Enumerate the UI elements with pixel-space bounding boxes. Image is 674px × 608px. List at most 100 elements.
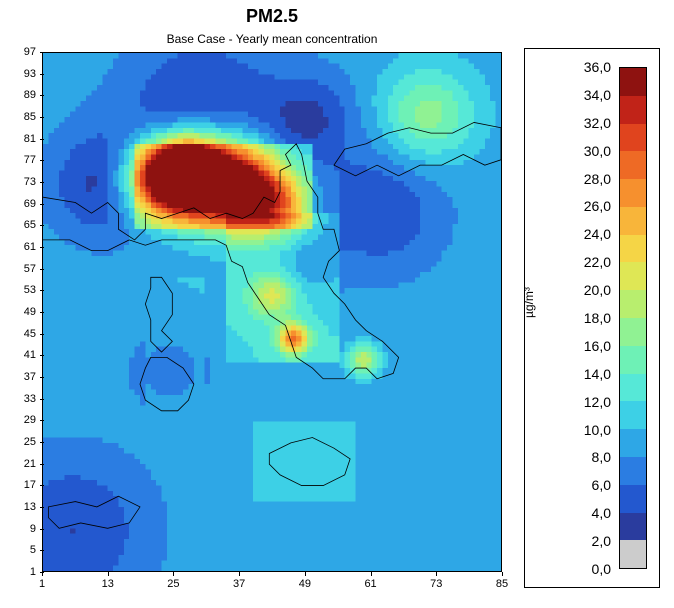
colorbar-tick-label: 18,0 <box>584 310 611 326</box>
y-tick-mark <box>40 52 44 53</box>
x-tick-label: 85 <box>496 578 508 590</box>
colorbar-swatch <box>620 401 646 429</box>
y-tick-label: 5 <box>30 544 36 556</box>
y-tick-label: 37 <box>24 371 36 383</box>
colorbar-tick-label: 26,0 <box>584 198 611 214</box>
colorbar-tick-label: 12,0 <box>584 394 611 410</box>
x-tick-label: 61 <box>364 578 376 590</box>
chart-title: PM2.5 <box>42 6 502 27</box>
y-tick-label: 49 <box>24 306 36 318</box>
y-tick-label: 69 <box>24 198 36 210</box>
y-tick-mark <box>40 225 44 226</box>
colorbar-unit: µg/m³ <box>522 287 536 318</box>
x-tick-mark <box>305 572 306 576</box>
colorbar-swatch <box>620 151 646 179</box>
x-axis: 113253749617385 <box>42 572 502 602</box>
colorbar-swatch <box>620 124 646 152</box>
y-tick-mark <box>40 464 44 465</box>
y-tick-mark <box>40 399 44 400</box>
colorbar-swatch <box>620 68 646 96</box>
colorbar-tick-label: 0,0 <box>592 561 611 577</box>
colorbar-tick-label: 10,0 <box>584 422 611 438</box>
y-tick-label: 93 <box>24 68 36 80</box>
colorbar-tick-label: 34,0 <box>584 87 611 103</box>
y-tick-label: 77 <box>24 154 36 166</box>
colorbar-swatch <box>620 374 646 402</box>
figure: PM2.5 Base Case - Yearly mean concentrat… <box>0 0 674 608</box>
colorbar-tick-label: 36,0 <box>584 59 611 75</box>
colorbar-swatch <box>620 513 646 541</box>
y-tick-label: 45 <box>24 328 36 340</box>
x-tick-label: 25 <box>167 578 179 590</box>
y-tick-mark <box>40 290 44 291</box>
y-tick-label: 25 <box>24 436 36 448</box>
x-tick-label: 49 <box>299 578 311 590</box>
heatmap-canvas <box>43 53 501 571</box>
x-tick-mark <box>42 572 43 576</box>
y-tick-mark <box>40 182 44 183</box>
y-tick-label: 17 <box>24 479 36 491</box>
y-tick-mark <box>40 442 44 443</box>
y-tick-mark <box>40 485 44 486</box>
y-tick-mark <box>40 550 44 551</box>
colorbar-tick-label: 22,0 <box>584 254 611 270</box>
y-tick-label: 13 <box>24 501 36 513</box>
y-tick-mark <box>40 269 44 270</box>
y-tick-mark <box>40 95 44 96</box>
y-tick-label: 33 <box>24 393 36 405</box>
chart-subtitle: Base Case - Yearly mean concentration <box>42 32 502 46</box>
y-tick-mark <box>40 160 44 161</box>
colorbar-swatch <box>620 262 646 290</box>
colorbar-swatch <box>620 429 646 457</box>
colorbar-tick-label: 28,0 <box>584 171 611 187</box>
y-tick-mark <box>40 355 44 356</box>
colorbar-legend: µg/m³ 0,0 2,0 4,0 6,0 8,0 10,0 12,0 14,0 16,0 18,… <box>524 48 660 588</box>
colorbar-swatch <box>620 540 646 568</box>
x-tick-label: 73 <box>430 578 442 590</box>
colorbar-swatch <box>620 457 646 485</box>
x-tick-label: 37 <box>233 578 245 590</box>
colorbar <box>619 67 647 569</box>
colorbar-tick-label: 14,0 <box>584 366 611 382</box>
x-tick-mark <box>108 572 109 576</box>
colorbar-swatch <box>620 318 646 346</box>
y-tick-label: 53 <box>24 284 36 296</box>
x-tick-label: 1 <box>39 578 45 590</box>
y-tick-label: 85 <box>24 111 36 123</box>
x-tick-mark <box>502 572 503 576</box>
colorbar-tick-label: 32,0 <box>584 115 611 131</box>
colorbar-swatch <box>620 207 646 235</box>
y-tick-mark <box>40 74 44 75</box>
colorbar-swatch <box>620 235 646 263</box>
colorbar-swatch <box>620 96 646 124</box>
heatmap-plot <box>42 52 502 572</box>
colorbar-tick-label: 4,0 <box>592 505 611 521</box>
y-tick-label: 21 <box>24 458 36 470</box>
y-tick-label: 41 <box>24 349 36 361</box>
colorbar-tick-label: 20,0 <box>584 282 611 298</box>
y-tick-mark <box>40 420 44 421</box>
y-tick-label: 29 <box>24 414 36 426</box>
x-tick-label: 13 <box>102 578 114 590</box>
y-tick-mark <box>40 117 44 118</box>
x-tick-mark <box>173 572 174 576</box>
colorbar-tick-label: 8,0 <box>592 449 611 465</box>
colorbar-tick-label: 16,0 <box>584 338 611 354</box>
y-tick-label: 1 <box>30 566 36 578</box>
colorbar-swatch <box>620 485 646 513</box>
y-tick-mark <box>40 139 44 140</box>
y-tick-mark <box>40 204 44 205</box>
colorbar-tick-label: 6,0 <box>592 477 611 493</box>
colorbar-swatch <box>620 346 646 374</box>
y-tick-label: 89 <box>24 89 36 101</box>
colorbar-tick-label: 2,0 <box>592 533 611 549</box>
y-tick-mark <box>40 334 44 335</box>
y-tick-label: 61 <box>24 241 36 253</box>
y-tick-mark <box>40 377 44 378</box>
y-tick-label: 81 <box>24 133 36 145</box>
y-axis: 1591317212529333741454953576165697377818… <box>0 52 40 572</box>
colorbar-swatch <box>620 179 646 207</box>
colorbar-tick-label: 24,0 <box>584 226 611 242</box>
y-tick-mark <box>40 247 44 248</box>
y-tick-mark <box>40 312 44 313</box>
